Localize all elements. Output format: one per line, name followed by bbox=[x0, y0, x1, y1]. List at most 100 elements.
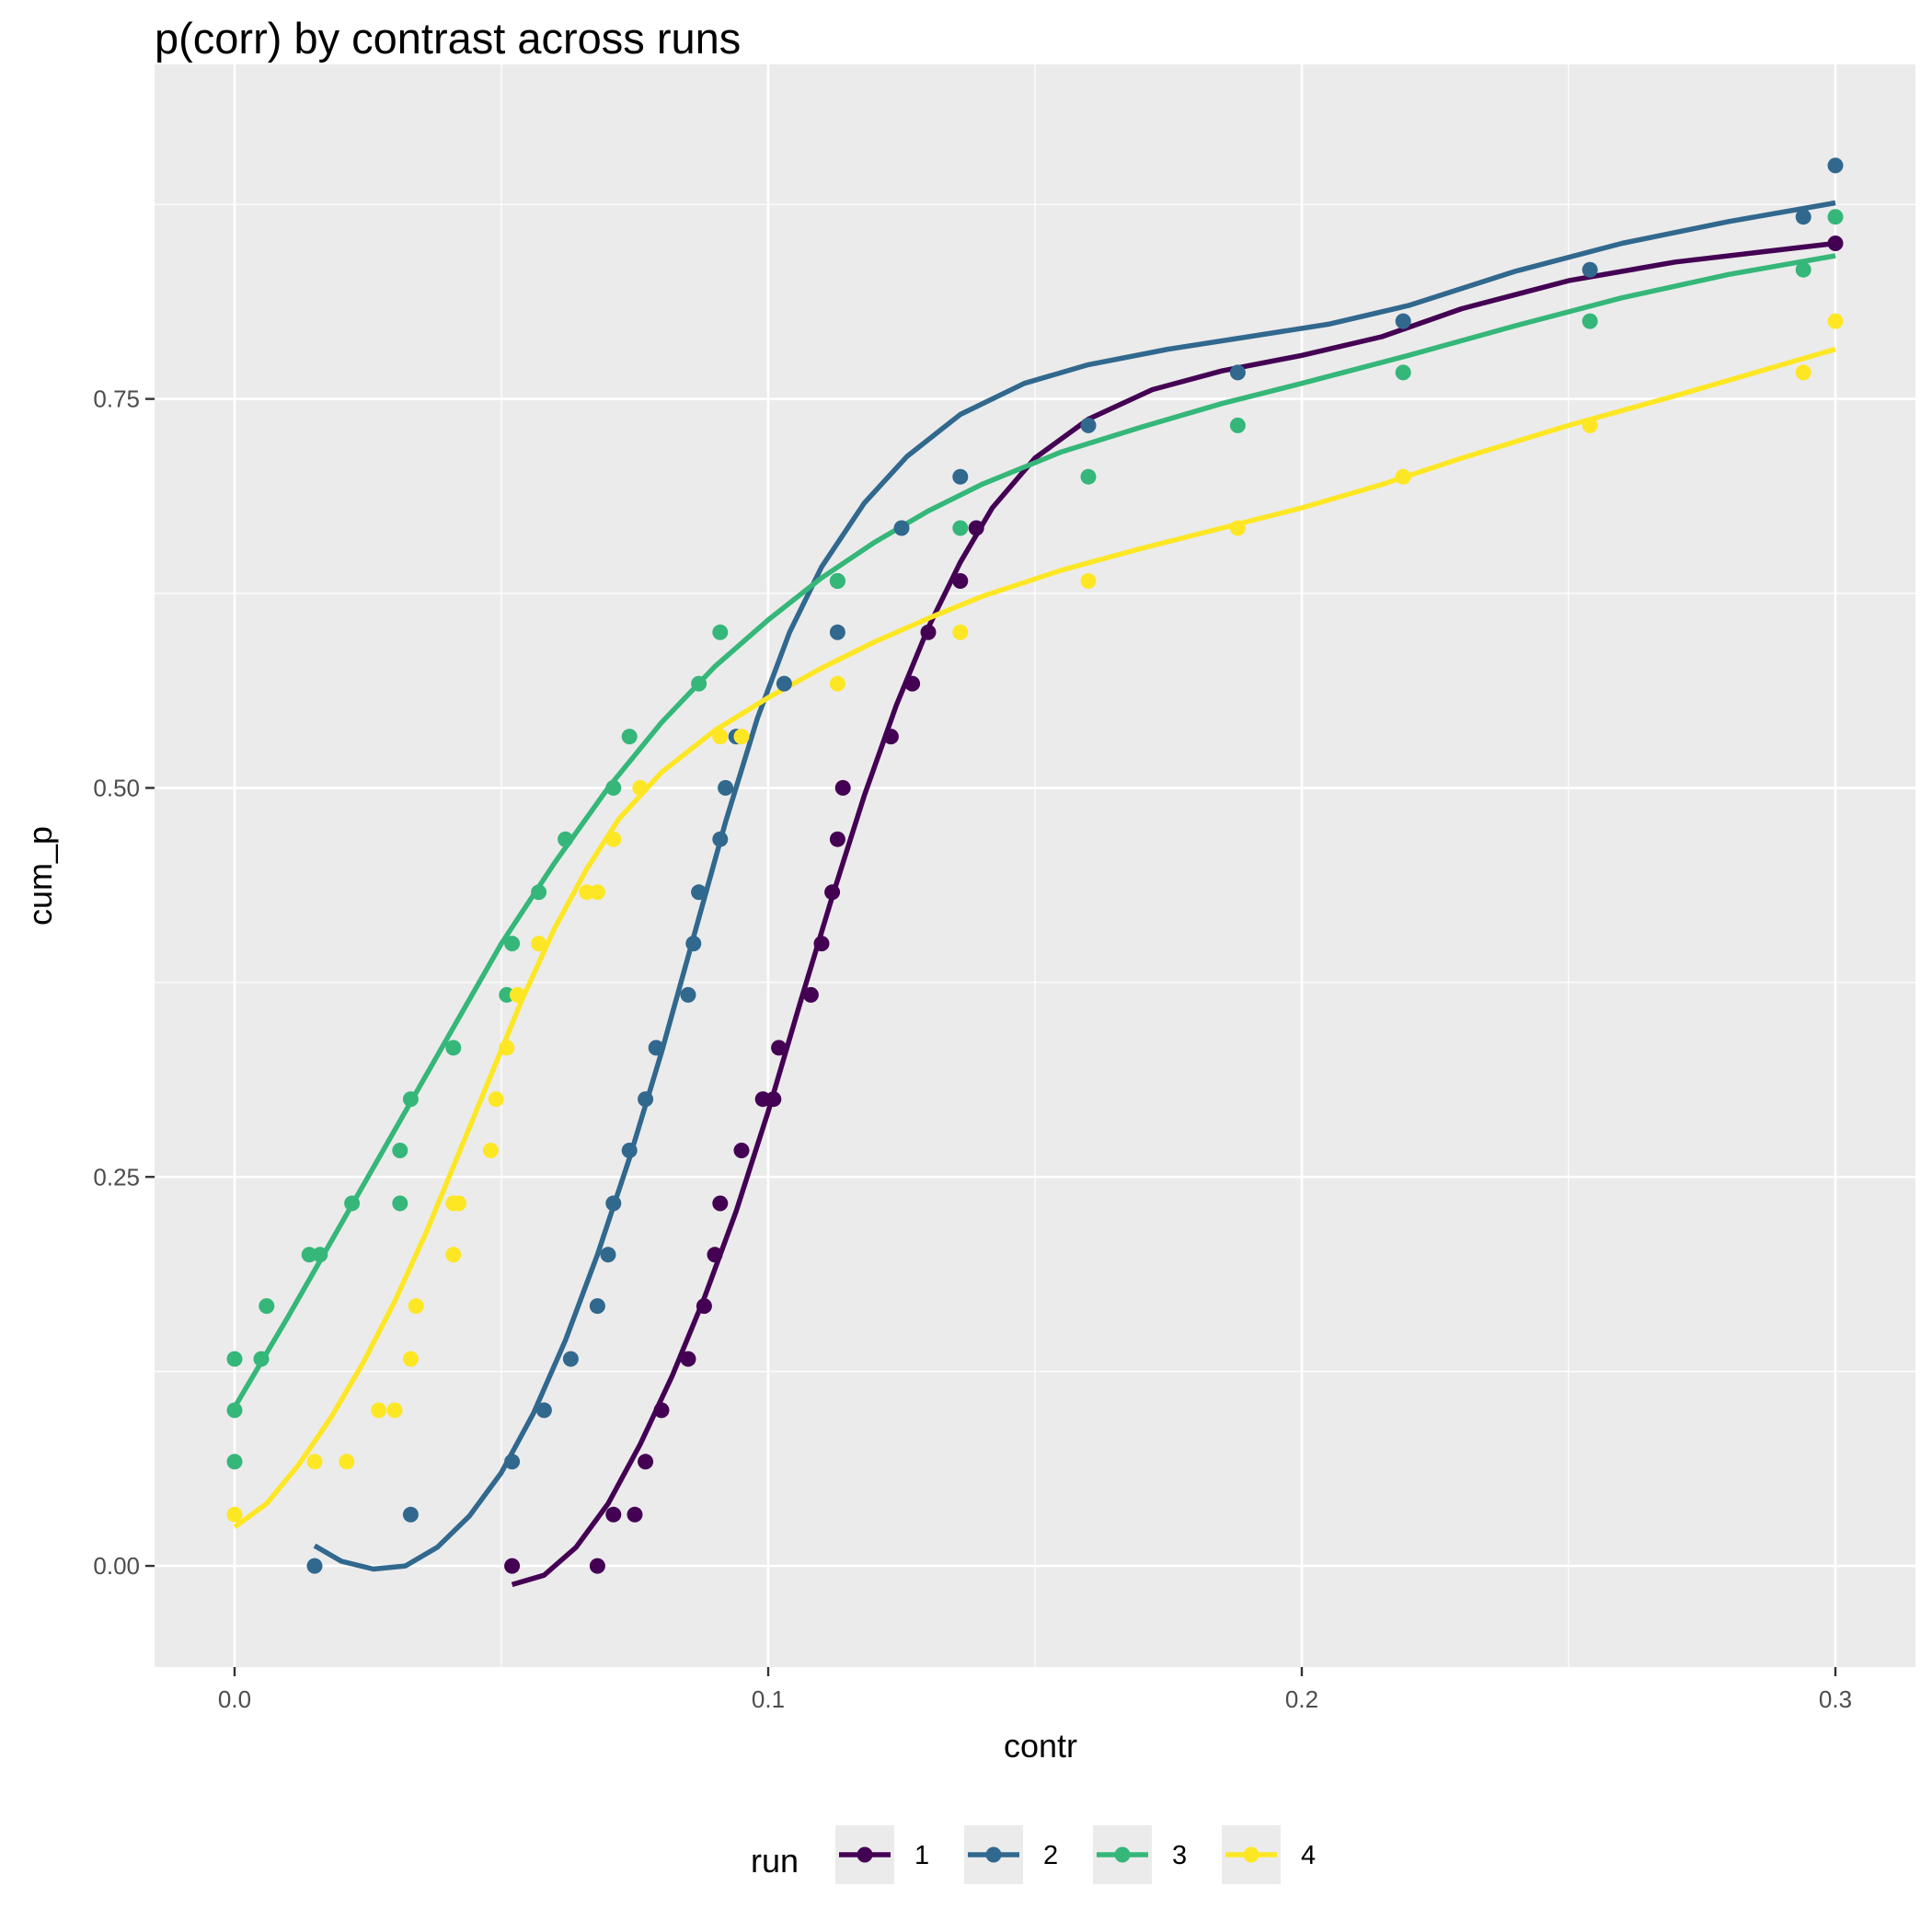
data-point-run-4 bbox=[632, 779, 649, 796]
data-point-run-2 bbox=[952, 468, 969, 485]
data-point-run-4 bbox=[226, 1506, 243, 1523]
grid-lines bbox=[155, 64, 1915, 1667]
y-axis-title: cum_p bbox=[21, 826, 59, 926]
x-tick-label: 0.3 bbox=[1819, 1685, 1852, 1713]
data-point-run-1 bbox=[829, 831, 845, 847]
data-point-run-2 bbox=[685, 936, 702, 952]
legend-title: run bbox=[751, 1842, 799, 1880]
data-point-run-1 bbox=[696, 1298, 712, 1315]
x-tick-label: 0.1 bbox=[752, 1685, 785, 1713]
data-point-run-4 bbox=[488, 1091, 504, 1108]
data-point-run-3 bbox=[392, 1143, 408, 1158]
axes: 0.0 0.1 0.2 0.3 0.00 0.25 0.50 0.75 bbox=[93, 385, 1852, 1713]
data-point-run-1 bbox=[824, 884, 841, 901]
data-point-run-4 bbox=[1795, 364, 1811, 381]
data-point-run-2 bbox=[680, 986, 696, 1003]
data-point-run-1 bbox=[813, 936, 830, 952]
data-point-run-2 bbox=[600, 1247, 616, 1263]
data-point-run-3 bbox=[226, 1454, 243, 1470]
data-point-run-2 bbox=[621, 1143, 638, 1158]
data-point-run-3 bbox=[1795, 261, 1811, 278]
data-point-run-1 bbox=[712, 1195, 729, 1212]
data-point-run-1 bbox=[834, 779, 851, 796]
data-point-run-4 bbox=[402, 1351, 419, 1367]
data-point-run-4 bbox=[589, 884, 605, 901]
data-point-run-1 bbox=[920, 624, 937, 640]
data-point-run-1 bbox=[771, 1040, 788, 1056]
data-point-run-2 bbox=[1581, 261, 1598, 278]
data-point-run-3 bbox=[402, 1091, 419, 1108]
data-point-run-1 bbox=[638, 1454, 654, 1470]
legend-label-run-4: 4 bbox=[1301, 1841, 1316, 1870]
data-point-run-1 bbox=[882, 729, 899, 745]
data-point-run-2 bbox=[562, 1351, 579, 1367]
data-point-run-4 bbox=[712, 729, 729, 745]
smooth-line-run-3 bbox=[232, 253, 1836, 1409]
data-point-run-4 bbox=[952, 624, 969, 640]
data-point-run-4 bbox=[1080, 573, 1097, 589]
data-point-run-4 bbox=[386, 1402, 403, 1419]
data-point-run-1 bbox=[1827, 236, 1844, 251]
legend-point-run-2 bbox=[985, 1846, 1002, 1863]
data-point-run-2 bbox=[504, 1454, 521, 1470]
x-tick-label: 0.2 bbox=[1285, 1685, 1318, 1713]
legend-label-run-3: 3 bbox=[1172, 1841, 1187, 1870]
data-point-run-4 bbox=[1827, 313, 1844, 329]
data-point-run-1 bbox=[707, 1247, 723, 1263]
legend-label-run-2: 2 bbox=[1043, 1841, 1058, 1870]
smooth-lines bbox=[232, 200, 1836, 1588]
data-point-run-3 bbox=[621, 729, 638, 745]
data-point-run-2 bbox=[306, 1558, 323, 1574]
data-point-run-3 bbox=[952, 520, 969, 536]
data-point-run-2 bbox=[829, 624, 845, 640]
data-point-run-1 bbox=[680, 1351, 696, 1367]
data-point-run-1 bbox=[904, 675, 921, 692]
data-point-run-4 bbox=[1229, 520, 1246, 536]
chart-title: p(corr) by contrast across runs bbox=[155, 14, 741, 63]
data-point-run-3 bbox=[259, 1298, 275, 1315]
data-point-run-3 bbox=[829, 573, 845, 589]
data-points bbox=[226, 157, 1844, 1574]
data-point-run-4 bbox=[339, 1454, 355, 1470]
data-point-run-4 bbox=[1395, 468, 1411, 485]
data-point-run-4 bbox=[605, 831, 622, 847]
data-point-run-1 bbox=[802, 986, 819, 1003]
data-point-run-2 bbox=[893, 520, 910, 536]
data-point-run-1 bbox=[605, 1506, 622, 1523]
data-point-run-3 bbox=[558, 831, 574, 847]
data-point-run-4 bbox=[482, 1143, 499, 1158]
data-point-run-2 bbox=[1395, 313, 1411, 329]
data-point-run-1 bbox=[765, 1091, 782, 1108]
legend-label-run-1: 1 bbox=[914, 1841, 929, 1870]
data-point-run-4 bbox=[408, 1298, 424, 1315]
data-point-run-2 bbox=[638, 1091, 654, 1108]
data-point-run-2 bbox=[605, 1195, 622, 1212]
data-point-run-1 bbox=[589, 1558, 605, 1574]
data-point-run-2 bbox=[1827, 157, 1844, 174]
data-point-run-4 bbox=[1581, 417, 1598, 433]
data-point-run-3 bbox=[445, 1040, 462, 1056]
data-point-run-3 bbox=[344, 1195, 361, 1212]
data-point-run-4 bbox=[509, 986, 525, 1003]
data-point-run-3 bbox=[712, 624, 729, 640]
data-point-run-3 bbox=[392, 1195, 408, 1212]
data-point-run-4 bbox=[306, 1454, 323, 1470]
smooth-line-run-4 bbox=[233, 346, 1836, 1530]
data-point-run-3 bbox=[1229, 417, 1246, 433]
data-point-run-2 bbox=[712, 831, 729, 847]
data-point-run-2 bbox=[691, 884, 707, 901]
y-tick-label: 0.25 bbox=[93, 1163, 140, 1190]
data-point-run-3 bbox=[1080, 468, 1097, 485]
data-point-run-2 bbox=[589, 1298, 605, 1315]
data-point-run-4 bbox=[733, 729, 750, 745]
data-point-run-3 bbox=[1827, 209, 1844, 225]
data-point-run-4 bbox=[451, 1195, 467, 1212]
x-axis-title: contr bbox=[1004, 1727, 1077, 1765]
data-point-run-3 bbox=[253, 1351, 270, 1367]
data-point-run-3 bbox=[1395, 364, 1411, 381]
data-point-run-2 bbox=[402, 1506, 419, 1523]
data-point-run-4 bbox=[531, 936, 547, 952]
data-point-run-4 bbox=[445, 1247, 462, 1263]
legend-point-run-4 bbox=[1243, 1846, 1259, 1863]
